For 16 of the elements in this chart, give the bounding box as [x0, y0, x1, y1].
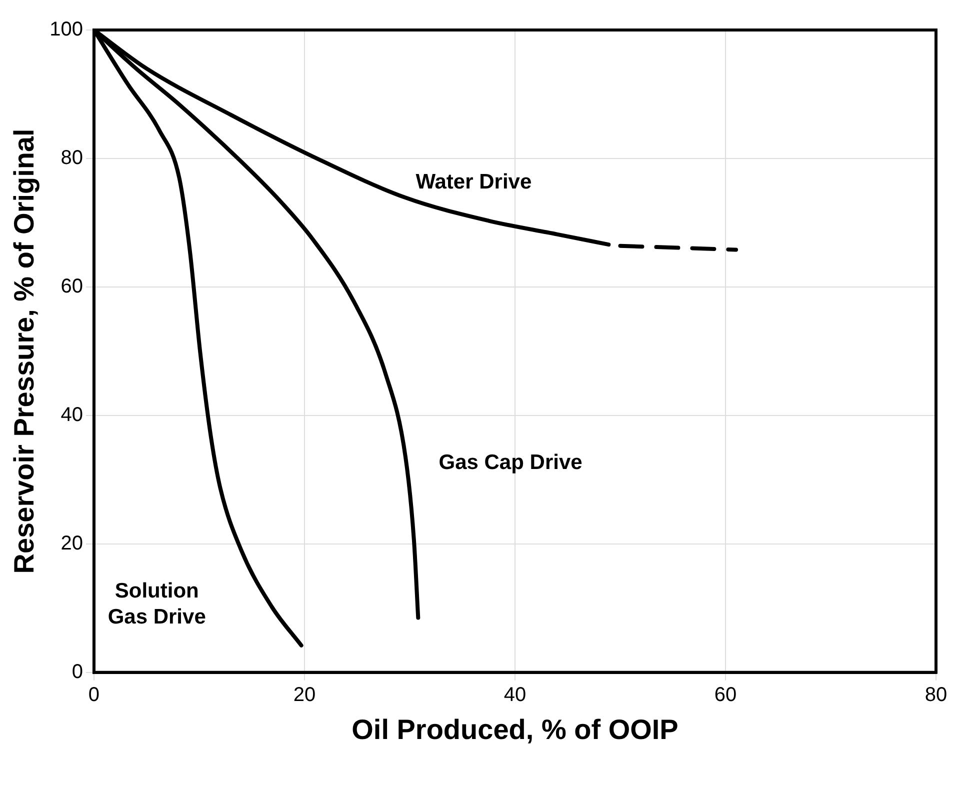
y-tick-label: 20 [60, 532, 83, 554]
x-tick-label: 60 [714, 684, 737, 706]
y-axis-title: Reservoir Pressure, % of Original [8, 128, 40, 574]
text: Solution Gas Drive [108, 580, 206, 629]
x-tick-label: 20 [293, 684, 316, 706]
x-tick-label: 40 [504, 684, 526, 706]
y-tick-label: 0 [72, 660, 83, 683]
y-tick-label: 80 [60, 146, 83, 169]
y-tick-label: 60 [60, 275, 83, 298]
y-tick-label: 40 [60, 404, 83, 426]
series-label: Gas Cap Drive [438, 450, 582, 474]
x-axis-title: Oil Produced, % of OOIP [352, 714, 678, 745]
x-tick-label: 80 [924, 684, 948, 706]
series-label: Water Drive [416, 170, 532, 194]
x-tick-label: 0 [88, 684, 100, 706]
y-tick-label: 100 [50, 18, 83, 41]
